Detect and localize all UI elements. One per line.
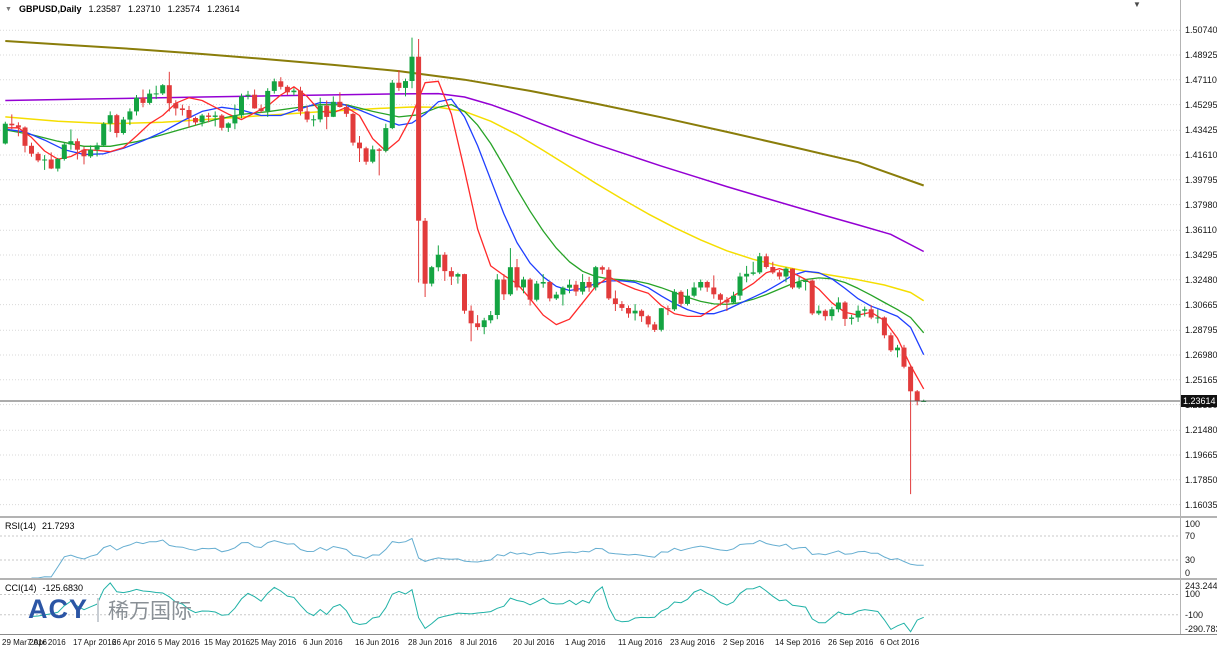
time-axis[interactable]: 29 Mar 2016 7 Apr 2016 17 Apr 2016 26 Apr 2…: [0, 636, 1180, 651]
price-scale-label: 1.45295: [1185, 100, 1217, 110]
time-axis-label: 26 Sep 2016: [828, 638, 874, 647]
price-scale-label: 1.48925: [1185, 50, 1217, 60]
chart-header: ▼ GBPUSD,Daily 1.23587 1.23710 1.23574 1…: [5, 4, 240, 14]
broker-name-cn: 稀万国际: [108, 599, 193, 623]
price-scale-label: 1.34295: [1185, 250, 1217, 260]
cci-line: [31, 582, 924, 633]
cci-scale-label: 100: [1185, 589, 1201, 599]
price-scale-label: 1.36110: [1185, 225, 1217, 235]
cci-scale[interactable]: 243.2446100 -100 -290.7834: [1181, 580, 1217, 634]
time-axis-label: 20 Jul 2016: [513, 638, 555, 647]
chart-shift-icon[interactable]: ▼: [1133, 0, 1141, 9]
price-scale-label: 1.30665: [1185, 300, 1217, 310]
cci-label: CCI(14): [5, 583, 37, 593]
rsi-canvas[interactable]: [0, 518, 1180, 578]
price-scale-label: 1.28795: [1185, 325, 1217, 335]
time-axis-label: 6 Jun 2016: [303, 638, 343, 647]
price-scale-label: 1.32480: [1185, 275, 1217, 285]
grid-lines: [0, 29, 1180, 506]
cci-canvas[interactable]: [0, 580, 1180, 634]
time-axis-label: 16 Jun 2016: [355, 638, 400, 647]
price-scale-label: 1.16035: [1185, 500, 1217, 510]
price-scale-label: 1.43425: [1185, 125, 1217, 135]
rsi-line: [31, 537, 924, 578]
ma-line-blue: [5, 98, 925, 355]
time-axis-label: 14 Sep 2016: [775, 638, 821, 647]
rsi-header: RSI(14) 21.7293: [5, 521, 75, 531]
time-axis-separator: [0, 634, 1217, 635]
price-scale-label: 1.39795: [1185, 175, 1217, 185]
price-scale-label: 1.26980: [1185, 350, 1217, 360]
time-axis-label: 5 May 2016: [158, 638, 200, 647]
symbol-timeframe-label: GBPUSD,Daily: [18, 4, 82, 14]
ma-line-red: [5, 80, 925, 390]
rsi-scale-label: 100: [1185, 519, 1201, 529]
rsi-scale-label: 0: [1185, 568, 1191, 578]
pane-divider[interactable]: [0, 578, 1217, 580]
cci-header: CCI(14) -125.6830: [5, 583, 83, 593]
price-scale-label: 1.47110: [1185, 75, 1217, 85]
rsi-pane[interactable]: RSI(14) 21.7293: [0, 518, 1180, 578]
time-axis-label: 11 Aug 2016: [618, 638, 663, 647]
time-axis-label: 17 Apr 2016: [73, 638, 117, 647]
price-scale-label: 1.37980: [1185, 200, 1217, 210]
low-value: 1.23574: [167, 4, 201, 14]
price-scale[interactable]: 1.23614 1.50740 1.48925 1.47110 1.45295 1.43…: [1181, 0, 1217, 516]
rsi-value: 21.7293: [42, 521, 75, 531]
time-axis-label: 15 May 2016: [204, 638, 251, 647]
candlesticks: [2, 37, 927, 495]
ma-line-purple: [5, 92, 925, 253]
time-axis-label: 1 Aug 2016: [565, 638, 606, 647]
price-scale-label: 1.41610: [1185, 150, 1217, 160]
time-axis-label: 26 Apr 2016: [112, 638, 156, 647]
cci-value: -125.6830: [42, 583, 84, 593]
broker-watermark: ACY 稀万国际: [28, 594, 192, 625]
price-scale-label: 1.50740: [1185, 25, 1217, 35]
time-axis-label: 7 Apr 2016: [27, 638, 66, 647]
time-axis-label: 25 May 2016: [250, 638, 297, 647]
cci-scale-label: -100: [1185, 610, 1204, 620]
price-chart-canvas[interactable]: [0, 0, 1180, 516]
time-axis-label: 2 Sep 2016: [723, 638, 764, 647]
rsi-label: RSI(14): [5, 521, 37, 531]
rsi-scale-label: 30: [1185, 555, 1196, 565]
cci-scale-label: 243.2446: [1185, 581, 1217, 591]
price-chart-pane[interactable]: ▼ GBPUSD,Daily 1.23587 1.23710 1.23574 1…: [0, 0, 1180, 516]
open-value: 1.23587: [88, 4, 122, 14]
price-scale-label: 1.21480: [1185, 425, 1217, 435]
rsi-scale-label: 70: [1185, 531, 1196, 541]
price-scale-label: 1.25165: [1185, 375, 1217, 385]
rsi-scale[interactable]: 100 70 30 0: [1181, 518, 1217, 578]
time-axis-label: 29 Mar 2016: [2, 638, 47, 647]
time-axis-label: 23 Aug 2016: [670, 638, 715, 647]
ma-line-slow-darkyellow: [5, 40, 925, 187]
current-price-badge: 1.23614: [1181, 395, 1217, 407]
time-axis-label: 6 Oct 2016: [880, 638, 920, 647]
scale-separator: [1180, 0, 1181, 634]
pane-divider[interactable]: [0, 516, 1217, 518]
collapse-chart-icon[interactable]: ▼: [5, 5, 12, 13]
cci-pane[interactable]: CCI(14) -125.6830: [0, 580, 1180, 634]
acy-logo: ACY: [28, 594, 89, 624]
price-scale-label: 1.19665: [1185, 450, 1217, 460]
time-axis-label: 8 Jul 2016: [460, 638, 497, 647]
time-axis-label: 28 Jun 2016: [408, 638, 453, 647]
high-value: 1.23710: [128, 4, 161, 14]
price-scale-label: 1.17850: [1185, 475, 1217, 485]
cci-scale-label: -290.7834: [1185, 624, 1217, 634]
close-value: 1.23614: [207, 4, 240, 14]
watermark-divider: [97, 597, 100, 622]
